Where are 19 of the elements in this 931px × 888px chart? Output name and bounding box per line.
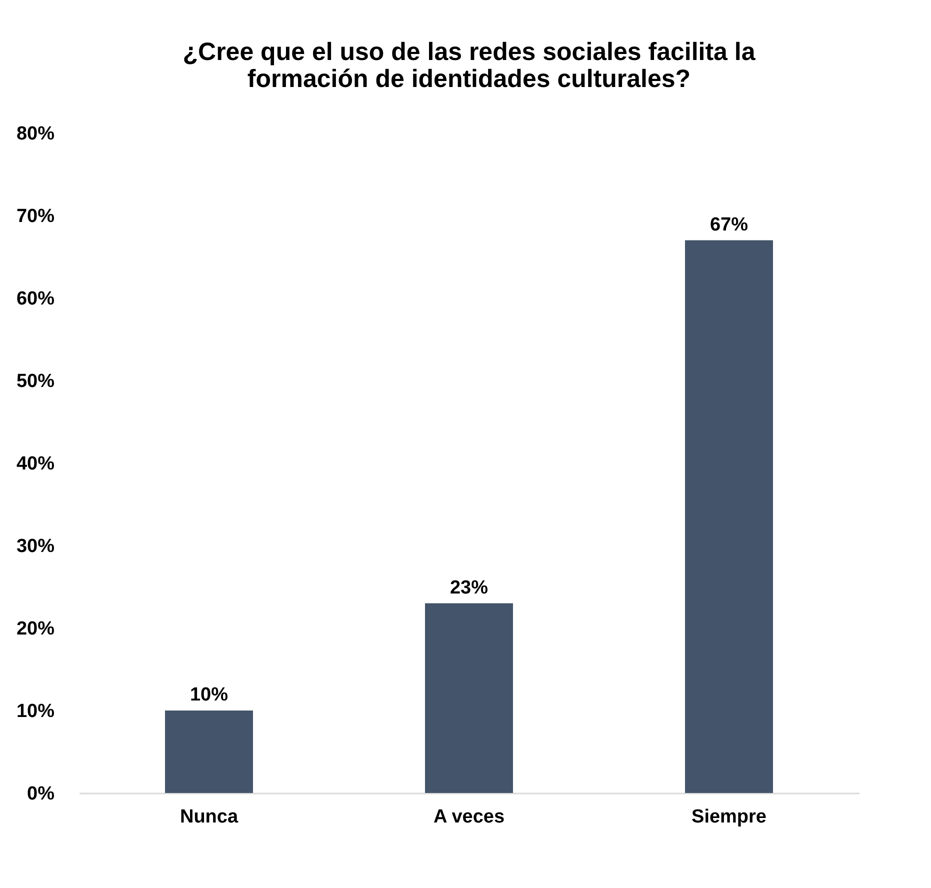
y-tick-label: 0%: [27, 784, 55, 804]
x-tick-label: Nunca: [180, 806, 238, 828]
bar: [165, 710, 253, 793]
data-label: 23%: [450, 577, 488, 598]
bar: [425, 603, 513, 793]
y-tick-label: 80%: [16, 124, 55, 144]
y-tick-label: 30%: [16, 536, 55, 557]
y-tick-label: 60%: [16, 288, 55, 310]
bar: [685, 240, 773, 793]
x-tick-label: Siempre: [692, 806, 766, 828]
y-tick-label: 50%: [16, 371, 55, 392]
x-tick-label: A veces: [433, 806, 505, 828]
y-tick-label: 70%: [16, 206, 55, 227]
y-tick-label: 10%: [16, 701, 55, 722]
data-label: 10%: [190, 684, 228, 706]
data-label: 67%: [710, 214, 748, 236]
chart-title: ¿Cree que el uso de las redes sociales facilita la formación de identidades culturales?: [182, 38, 756, 93]
y-tick-label: 20%: [16, 618, 55, 640]
y-tick-label: 40%: [16, 454, 55, 474]
